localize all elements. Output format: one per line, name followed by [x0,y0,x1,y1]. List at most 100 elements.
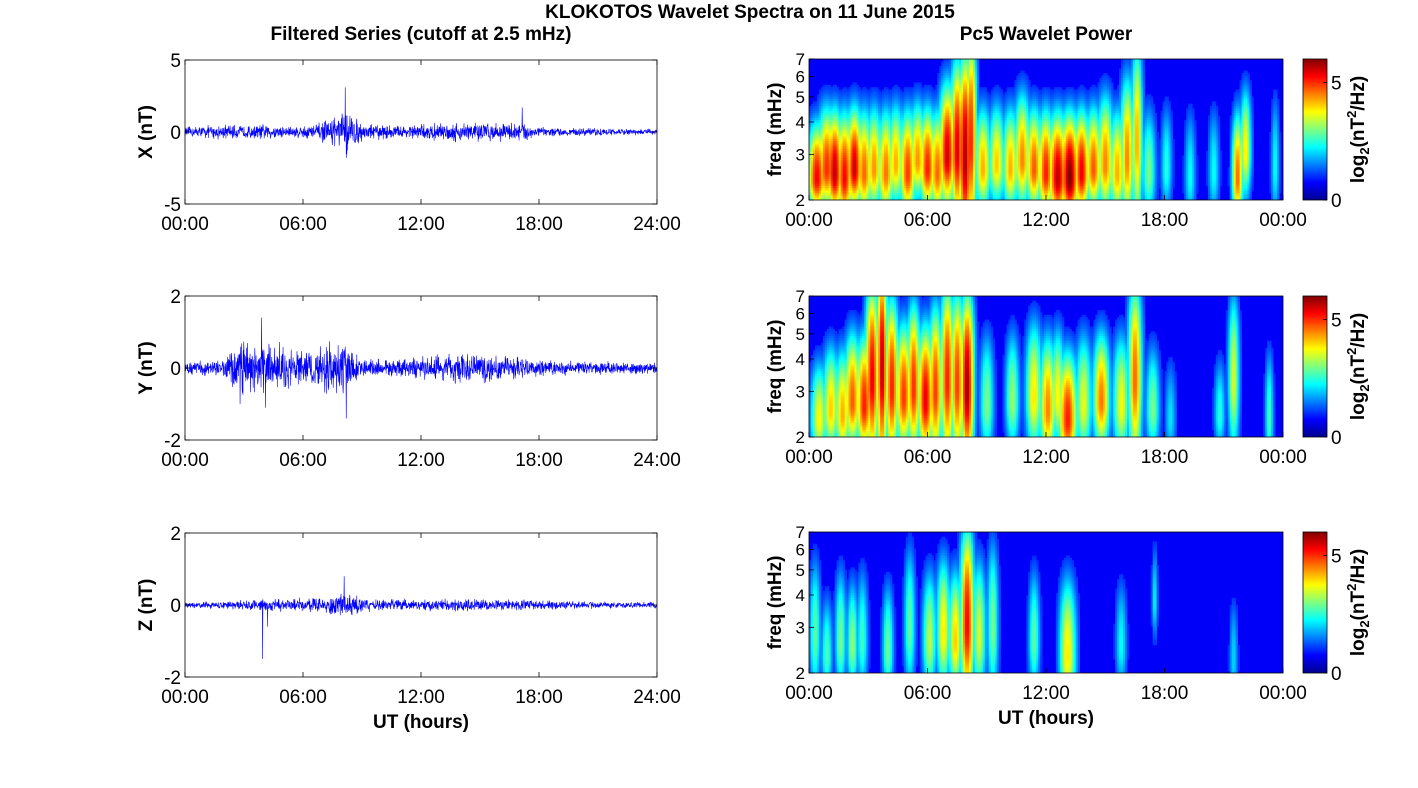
power-cell [1235,113,1238,116]
power-cell [1148,110,1152,114]
power-cell [1126,101,1130,105]
power-cell [955,77,958,81]
power-cell [911,101,915,105]
power-cell [882,110,885,114]
power-cell [1233,98,1237,102]
power-cell [1047,110,1051,114]
power-cell [974,108,978,112]
power-cell [968,110,972,114]
power-cell [844,103,847,107]
power-cell [872,120,875,123]
power-cell [955,120,958,123]
power-cell [994,84,998,88]
power-cell [959,117,962,121]
power-cell [866,127,869,130]
power-cell [828,91,832,95]
power-cell [856,96,859,100]
power-cell [860,124,863,128]
power-cell [957,124,960,128]
power-cell [1077,87,1080,90]
power-cell [1034,89,1037,93]
power-cell [1117,106,1120,109]
power-cell [897,87,901,90]
power-cell [909,103,913,107]
power-cell [893,108,897,112]
power-cell [884,127,887,130]
power-cell [1075,98,1079,102]
power-cell [1097,98,1100,102]
power-cell [949,82,952,86]
power-cell [988,129,992,133]
power-cell [1142,87,1146,90]
y-tick-label: 0 [170,123,181,144]
power-cell [1109,129,1112,133]
power-cell [1134,106,1138,109]
power-cell [909,96,913,100]
power-cell [889,96,893,100]
power-cell [915,110,919,114]
power-cell [937,106,940,109]
power-cell [1168,113,1171,116]
power-cell [1053,106,1057,109]
power-cell [1148,94,1152,97]
power-cell [996,117,1000,121]
power-cell [903,103,907,107]
power-cell [941,80,944,83]
power-cell [820,127,824,130]
power-cell [1020,84,1023,88]
power-cell [949,68,952,72]
power-cell [1241,113,1244,116]
power-cell [826,110,830,114]
power-cell [1247,73,1250,76]
power-cell [903,115,907,119]
power-cell [986,98,990,102]
power-cell [1162,106,1165,109]
power-cell [1121,82,1124,86]
power-cell [820,129,824,133]
power-cell [925,101,928,105]
power-cell [1166,98,1169,102]
power-cell [876,96,879,100]
power-cell [957,80,960,83]
power-cell [1107,75,1110,79]
power-cell [1138,122,1142,126]
power-cell [1059,101,1063,105]
power-cell [925,124,928,128]
power-cell [1142,80,1146,83]
power-cell [1057,122,1061,126]
power-cell [1081,120,1084,123]
power-cell [1038,124,1041,128]
power-cell [933,129,936,133]
power-cell [1249,89,1252,93]
power-cell [824,87,828,90]
power-cell [1121,63,1124,67]
power-cell [1192,108,1195,112]
power-cell [1113,120,1116,123]
power-cell [1028,96,1031,100]
power-cell [986,106,990,109]
power-cell [860,103,863,107]
power-cell [1247,87,1250,90]
power-cell [1109,113,1112,116]
power-cell [1211,117,1215,121]
power-cell [998,117,1001,121]
power-cell [1121,96,1124,100]
power-cell [1128,66,1132,69]
power-cell [899,98,903,102]
power-cell [1093,108,1096,112]
power-cell [957,98,960,102]
power-cell [905,94,909,97]
power-cell [933,98,936,102]
power-cell [1032,124,1035,128]
power-cell [967,61,970,65]
power-cell [974,98,978,102]
power-cell [937,98,940,102]
power-cell [1146,106,1150,109]
power-cell [980,106,984,109]
power-cell [1134,84,1138,88]
power-cell [919,108,922,112]
power-cell [951,66,954,69]
power-cell [1136,98,1140,102]
power-cell [832,117,836,121]
power-cell [1014,117,1017,121]
